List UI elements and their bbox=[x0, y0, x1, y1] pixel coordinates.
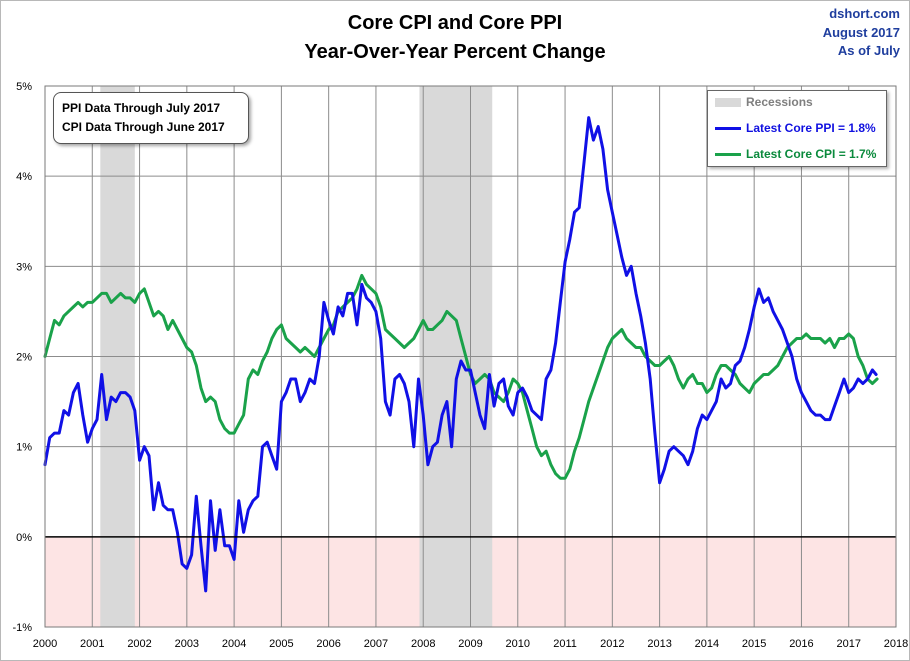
x-tick-label: 2017 bbox=[836, 638, 860, 650]
legend-label-recessions: Recessions bbox=[746, 95, 813, 109]
legend-swatch-recessions bbox=[715, 97, 741, 107]
data-note-box: PPI Data Through July 2017 CPI Data Thro… bbox=[53, 92, 249, 144]
y-tick-label: 0% bbox=[16, 532, 32, 544]
x-tick-label: 2004 bbox=[222, 638, 246, 650]
y-tick-label: 2% bbox=[16, 352, 32, 364]
x-tick-label: 2002 bbox=[127, 638, 151, 650]
x-tick-label: 2014 bbox=[695, 638, 719, 650]
legend-label-ppi: Latest Core PPI = 1.8% bbox=[746, 121, 876, 135]
x-tick-label: 2012 bbox=[600, 638, 624, 650]
x-tick-label: 2009 bbox=[458, 638, 482, 650]
series-layer bbox=[43, 116, 879, 593]
series-line-core-cpi bbox=[43, 273, 879, 480]
x-tick-label: 2018 bbox=[884, 638, 908, 650]
x-tick-label: 2005 bbox=[269, 638, 293, 650]
chart-subtitle: Year-Over-Year Percent Change bbox=[304, 41, 606, 63]
x-tick-label: 2008 bbox=[411, 638, 435, 650]
plot-border bbox=[44, 85, 897, 628]
chart-title: Core CPI and Core PPI bbox=[347, 12, 563, 34]
x-tick-label: 2000 bbox=[33, 638, 57, 650]
credit-site: dshort.com bbox=[829, 6, 900, 21]
legend-item-recessions: Recessions bbox=[715, 94, 813, 110]
x-tick-label: 2016 bbox=[789, 638, 813, 650]
data-note-ppi: PPI Data Through July 2017 bbox=[62, 101, 221, 115]
legend-swatch-cpi bbox=[715, 152, 741, 156]
x-tick-label: 2011 bbox=[553, 638, 577, 650]
series-line-core-ppi bbox=[43, 116, 878, 593]
legend-item-ppi: Latest Core PPI = 1.8% bbox=[715, 120, 876, 136]
x-tick-label: 2007 bbox=[364, 638, 388, 650]
data-note-cpi: CPI Data Through June 2017 bbox=[62, 120, 225, 134]
legend-label-cpi: Latest Core CPI = 1.7% bbox=[746, 147, 877, 161]
y-tick-label: 1% bbox=[16, 442, 32, 454]
x-tick-label: 2015 bbox=[742, 638, 766, 650]
x-tick-label: 2006 bbox=[316, 638, 340, 650]
x-tick-label: 2001 bbox=[80, 638, 104, 650]
legend-swatch-ppi bbox=[715, 126, 741, 130]
credit-date: August 2017 bbox=[822, 25, 900, 40]
axis-layer: -1% 0% 1% 2% 3% 4% 5% 2000 2001 2002 2003 2004 2005 2… bbox=[12, 81, 908, 650]
y-tick-label: 5% bbox=[16, 81, 32, 93]
y-tick-label: -1% bbox=[12, 622, 32, 634]
chart-legend: Recessions Latest Core PPI = 1.8% Latest… bbox=[707, 90, 887, 167]
x-tick-label: 2010 bbox=[506, 638, 530, 650]
legend-item-cpi: Latest Core CPI = 1.7% bbox=[715, 146, 876, 162]
x-tick-label: 2013 bbox=[647, 638, 671, 650]
credit-as-of: As of July bbox=[837, 43, 900, 58]
x-tick-label: 2003 bbox=[175, 638, 199, 650]
y-tick-label: 4% bbox=[16, 171, 32, 183]
y-tick-label: 3% bbox=[16, 261, 32, 273]
